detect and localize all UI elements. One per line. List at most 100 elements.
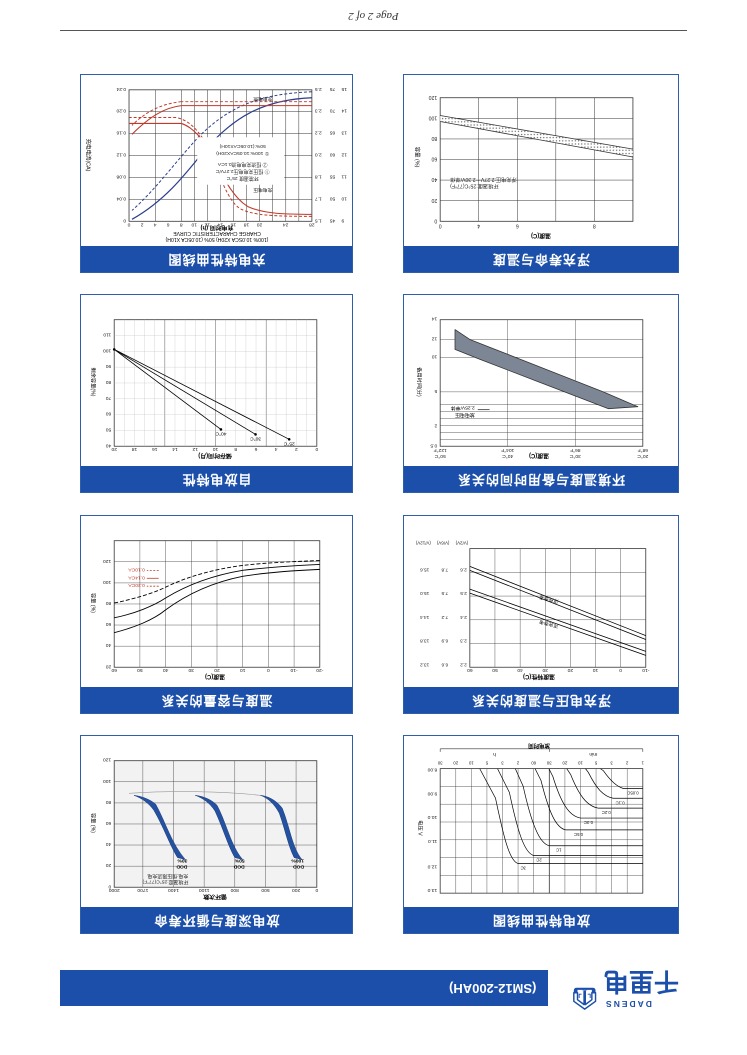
svg-text:6: 6 <box>254 446 257 452</box>
svg-text:50: 50 <box>137 667 143 673</box>
svg-text:2.5: 2.5 <box>460 590 467 596</box>
svg-text:浮充参考: 浮充参考 <box>538 593 559 605</box>
svg-text:千里电: 千里电 <box>604 967 679 995</box>
svg-text:DOD: DOD <box>233 863 244 869</box>
svg-text:5: 5 <box>434 388 437 394</box>
svg-text:温度特性(C): 温度特性(C) <box>523 673 555 681</box>
svg-text:100: 100 <box>103 778 111 784</box>
svg-text:18: 18 <box>131 446 137 452</box>
svg-text:DOD: DOD <box>293 863 304 869</box>
svg-text:100: 100 <box>103 579 111 585</box>
svg-text:环境温度 25°C: 环境温度 25°C <box>226 175 259 182</box>
svg-text:60: 60 <box>431 156 437 162</box>
svg-text:2C: 2C <box>536 858 541 863</box>
svg-text:20: 20 <box>105 663 111 669</box>
svg-text:60: 60 <box>105 621 111 627</box>
svg-text:15: 15 <box>341 86 347 92</box>
svg-text:温度(C): 温度(C) <box>205 673 225 681</box>
svg-text:充电电流(CA): 充电电流(CA) <box>85 139 93 172</box>
svg-text:充电:恒压限流充电: 充电:恒压限流充电 <box>147 872 188 879</box>
svg-text:30%: 30% <box>177 858 187 864</box>
svg-text:30°C: 30°C <box>250 435 261 441</box>
svg-text:75: 75 <box>329 86 335 92</box>
svg-text:0.10CA: 0.10CA <box>128 566 145 572</box>
svg-text:0: 0 <box>127 221 130 227</box>
svg-text:10: 10 <box>191 221 197 227</box>
svg-text:13.2: 13.2 <box>420 661 430 667</box>
svg-text:20: 20 <box>567 667 573 673</box>
svg-text:18: 18 <box>243 221 249 227</box>
svg-text:13.0: 13.0 <box>427 887 437 893</box>
svg-text:8: 8 <box>593 222 596 228</box>
svg-text:0.20CA: 0.20CA <box>128 582 145 588</box>
svg-text:DADENS: DADENS <box>604 999 652 1009</box>
svg-text:500: 500 <box>261 887 269 893</box>
svg-text:① 恒压充电电压2.27V/C: ① 恒压充电电压2.27V/C <box>215 168 269 175</box>
svg-text:0: 0 <box>315 446 318 452</box>
svg-text:0.24: 0.24 <box>116 86 126 92</box>
svg-text:2: 2 <box>625 761 628 766</box>
svg-text:6: 6 <box>167 221 170 227</box>
svg-text:10: 10 <box>213 446 219 452</box>
svg-text:15.6: 15.6 <box>420 566 430 572</box>
svg-text:60: 60 <box>105 820 111 826</box>
svg-text:1: 1 <box>641 761 644 766</box>
svg-text:-10: -10 <box>642 667 649 673</box>
svg-text:40: 40 <box>105 442 111 448</box>
svg-text:50: 50 <box>329 195 335 201</box>
svg-text:12: 12 <box>431 336 437 342</box>
svg-text:(V/6V): (V/6V) <box>436 541 449 546</box>
svg-text:3C: 3C <box>520 865 525 870</box>
svg-text:12: 12 <box>204 221 210 227</box>
svg-text:14.4: 14.4 <box>420 614 430 620</box>
svg-text:30: 30 <box>542 667 548 673</box>
svg-text:40°C: 40°C <box>215 430 226 436</box>
svg-text:12: 12 <box>341 151 347 157</box>
svg-text:0.08: 0.08 <box>116 173 126 179</box>
svg-text:4: 4 <box>477 222 480 228</box>
svg-text:容量 (%): 容量 (%) <box>413 147 421 168</box>
svg-text:7.2: 7.2 <box>441 614 448 620</box>
svg-text:6.9: 6.9 <box>441 638 448 644</box>
svg-text:50%:(10.05CAX10H): 50%:(10.05CAX10H) <box>219 143 265 149</box>
svg-text:16: 16 <box>152 446 158 452</box>
svg-text:70: 70 <box>105 395 111 401</box>
svg-text:30: 30 <box>546 761 551 766</box>
svg-text:86°F: 86°F <box>570 447 580 453</box>
svg-text:9.00: 9.00 <box>427 790 437 796</box>
svg-text:0: 0 <box>315 887 318 893</box>
svg-text:2: 2 <box>434 422 437 428</box>
svg-text:0.5C: 0.5C <box>574 832 583 837</box>
svg-text:100: 100 <box>103 347 111 353</box>
svg-text:28: 28 <box>309 221 315 227</box>
svg-text:14: 14 <box>341 108 347 114</box>
svg-text:20: 20 <box>257 221 263 227</box>
svg-text:0: 0 <box>123 217 126 223</box>
svg-text:70: 70 <box>329 108 335 114</box>
svg-text:8.00: 8.00 <box>427 767 437 773</box>
svg-text:2.25V/单体: 2.25V/单体 <box>451 405 475 412</box>
svg-text:1.7: 1.7 <box>315 195 322 201</box>
svg-text:0: 0 <box>267 667 270 673</box>
svg-text:6: 6 <box>516 222 519 228</box>
svg-text:10: 10 <box>431 353 437 359</box>
svg-text:温度(C): 温度(C) <box>531 232 551 240</box>
svg-text:温度(C): 温度(C) <box>529 452 549 460</box>
svg-text:2: 2 <box>516 761 519 766</box>
svg-text:40: 40 <box>431 176 437 182</box>
svg-text:充电电压: 充电电压 <box>253 187 272 194</box>
svg-text:120: 120 <box>103 757 111 763</box>
svg-text:20: 20 <box>105 862 111 868</box>
svg-text:13: 13 <box>341 130 347 136</box>
svg-text:容量 (%): 容量 (%) <box>89 813 97 833</box>
svg-text:20°C: 20°C <box>637 453 648 459</box>
svg-text:104°F: 104°F <box>501 447 514 453</box>
svg-text:15.0: 15.0 <box>420 590 430 596</box>
svg-text:0.3C: 0.3C <box>584 820 593 825</box>
svg-text:40: 40 <box>163 667 169 673</box>
svg-text:80: 80 <box>105 379 111 385</box>
svg-text:环境温度:25°C(77°F): 环境温度:25°C(77°F) <box>142 878 188 885</box>
svg-text:② 恒流充电电流0.1CA: ② 恒流充电电流0.1CA <box>217 161 267 168</box>
svg-text:40: 40 <box>517 667 523 673</box>
svg-text:14: 14 <box>217 221 223 227</box>
